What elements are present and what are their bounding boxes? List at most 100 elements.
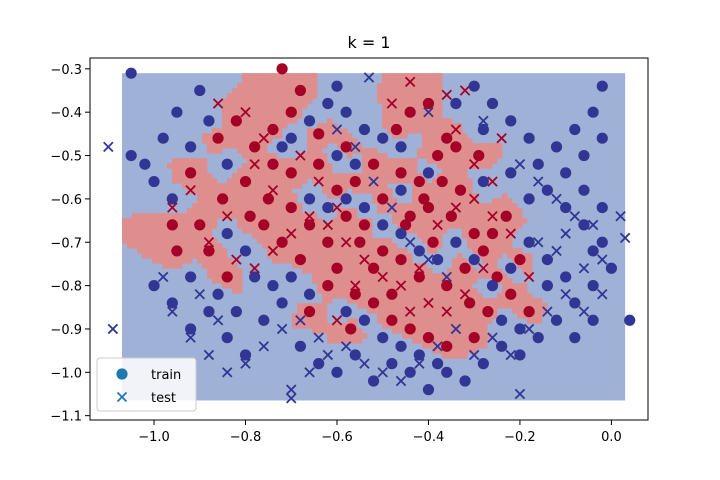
decision-cell-class1: [147, 213, 153, 219]
decision-cell-class1: [447, 323, 453, 329]
decision-cell-class1: [417, 93, 423, 99]
train-point: [322, 280, 334, 292]
decision-cell-class1: [177, 158, 183, 164]
decision-cell-class1: [317, 138, 323, 144]
decision-cell-class1: [387, 93, 393, 99]
decision-cell-class1: [457, 138, 463, 144]
decision-cell-class1: [447, 198, 453, 204]
decision-cell-class1: [457, 273, 463, 279]
decision-cell-class1: [347, 133, 353, 139]
decision-cell-class1: [152, 238, 158, 244]
decision-cell-class1: [382, 73, 388, 79]
decision-cell-class1: [347, 178, 353, 184]
decision-cell-class1: [497, 148, 503, 154]
decision-cell-class1: [382, 208, 388, 214]
train-point: [468, 253, 480, 266]
decision-cell-class1: [452, 208, 458, 214]
decision-cell-class1: [232, 183, 238, 189]
decision-cell-class1: [377, 273, 383, 279]
decision-cell-class1: [362, 233, 368, 239]
decision-cell-class1: [397, 323, 403, 329]
test-point: [377, 367, 388, 378]
decision-cell-class1: [312, 258, 318, 264]
decision-cell-class1: [462, 143, 468, 149]
train-point: [427, 236, 439, 248]
decision-cell-class1: [452, 308, 458, 314]
decision-cell-class1: [452, 343, 458, 349]
decision-cell-class1: [382, 283, 388, 289]
decision-cell-class1: [422, 313, 428, 319]
plot-frame: [89, 57, 649, 421]
decision-cell-class1: [352, 278, 358, 284]
decision-cell-class1: [412, 203, 418, 209]
decision-cell-class1: [477, 203, 483, 209]
decision-cell-class1: [407, 273, 413, 279]
decision-cell-class1: [157, 213, 163, 219]
decision-cell-class1: [257, 233, 263, 239]
decision-cell-class1: [217, 128, 223, 134]
decision-cell-class1: [422, 343, 428, 349]
decision-cell-class1: [167, 258, 173, 264]
decision-cell-class1: [127, 218, 133, 224]
decision-cell-class1: [397, 163, 403, 169]
decision-cell-class1: [322, 268, 328, 274]
decision-cell-class1: [437, 218, 443, 224]
decision-cell-class1: [317, 328, 323, 334]
decision-cell-class1: [287, 238, 293, 244]
decision-cell-class1: [362, 243, 368, 249]
decision-cell-class1: [482, 258, 488, 264]
decision-cell-class1: [472, 328, 478, 334]
decision-cell-class1: [422, 148, 428, 154]
decision-cell-class1: [142, 228, 148, 234]
decision-cell-class1: [382, 118, 388, 124]
decision-cell-class1: [407, 178, 413, 184]
train-point: [523, 236, 535, 248]
decision-cell-class1: [387, 243, 393, 249]
decision-cell-class1: [472, 273, 478, 279]
decision-cell-class1: [247, 108, 253, 114]
decision-cell-class1: [402, 313, 408, 319]
decision-cell-class1: [392, 163, 398, 169]
decision-cell-class1: [317, 173, 323, 179]
decision-cell-class1: [477, 218, 483, 224]
decision-cell-class1: [207, 218, 213, 224]
train-point: [377, 245, 389, 257]
decision-cell-class1: [387, 158, 393, 164]
decision-cell-class1: [407, 263, 413, 269]
decision-cell-class1: [492, 218, 498, 224]
test-point: [322, 219, 334, 231]
test-point: [167, 202, 178, 213]
decision-cell-class1: [392, 303, 398, 309]
decision-cell-class1: [467, 318, 473, 324]
decision-cell-class1: [212, 128, 218, 134]
decision-cell-class1: [172, 263, 178, 269]
decision-cell-class1: [347, 138, 353, 144]
train-point: [331, 262, 343, 274]
decision-cell-class1: [342, 263, 348, 269]
decision-cell-class1: [152, 233, 158, 239]
train-point: [267, 158, 279, 170]
decision-cell-class1: [292, 83, 298, 89]
decision-cell-class1: [462, 348, 468, 354]
decision-cell-class1: [412, 93, 418, 99]
decision-cell-class1: [342, 178, 348, 184]
decision-cell-class1: [297, 308, 303, 314]
decision-cell-class1: [412, 163, 418, 169]
decision-cell-class1: [372, 188, 378, 194]
decision-cell-class1: [322, 263, 328, 269]
decision-cell-class1: [332, 273, 338, 279]
decision-cell-class1: [382, 83, 388, 89]
decision-cell-class1: [272, 213, 278, 219]
test-point: [295, 315, 306, 326]
decision-cell-class1: [537, 318, 543, 324]
train-point: [464, 297, 476, 309]
decision-cell-class1: [477, 308, 483, 314]
decision-cell-class1: [502, 233, 508, 239]
decision-cell-class1: [197, 173, 203, 179]
decision-cell-class1: [387, 83, 393, 89]
decision-cell-class1: [442, 318, 448, 324]
test-point: [107, 323, 119, 335]
decision-cell-class1: [477, 238, 483, 244]
decision-cell-class1: [522, 288, 528, 294]
decision-cell-class1: [392, 283, 398, 289]
